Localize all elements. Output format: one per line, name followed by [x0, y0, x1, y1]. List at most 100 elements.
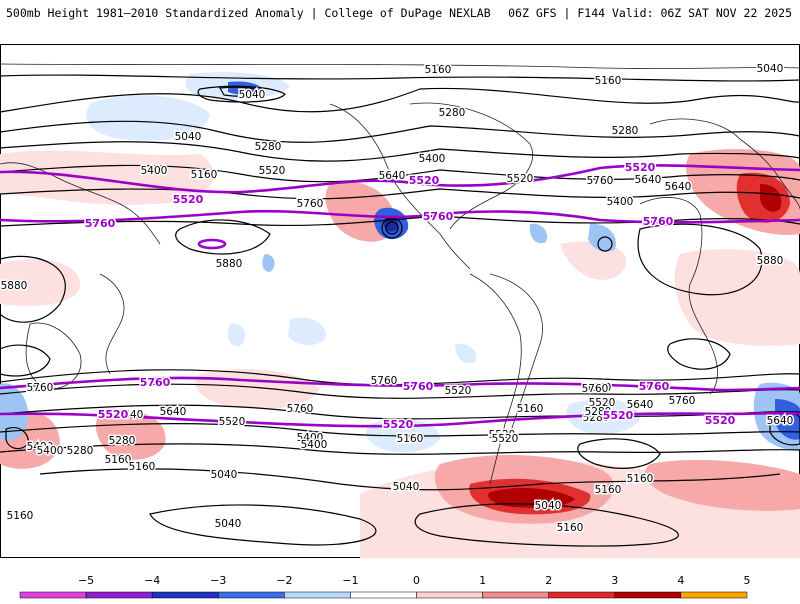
- contour-line: [0, 74, 800, 82]
- colorbar-segment: [85, 591, 153, 599]
- anomaly-colorbar: −5 −4 −3 −2 −1 0 1 2 3 4 5: [0, 570, 800, 600]
- highlight-contour-label: 5760: [85, 217, 116, 230]
- contour-label: 5520: [259, 165, 286, 177]
- contour-label: 5280: [585, 406, 612, 418]
- contour-label: 5160: [627, 473, 654, 485]
- contour-label: 5040: [392, 481, 419, 493]
- highlight-contour-label: 5520: [383, 418, 414, 431]
- contour-label: 5760: [371, 375, 398, 387]
- contour-line: [637, 223, 763, 296]
- colorbar-segment: [350, 591, 417, 599]
- contour-label: 5520: [492, 432, 519, 444]
- colorbar-segment: [482, 591, 549, 599]
- contour-label: 5760: [582, 383, 609, 395]
- contour-line: [5, 427, 29, 450]
- coastlines: [0, 63, 800, 485]
- australia-coast: [25, 322, 82, 390]
- contour-line: [175, 219, 271, 255]
- anomaly-negative-area: [529, 223, 548, 244]
- colorbar-segment: [19, 591, 87, 599]
- contour-label: 5160: [397, 433, 424, 445]
- contour-label: 5760: [669, 395, 696, 407]
- contour-label: 5280: [583, 412, 610, 424]
- colorbar-tick-label: 1: [479, 574, 486, 587]
- model-run-info: 06Z GFS | F144 Valid: 06Z SAT NOV 22 202…: [508, 6, 792, 20]
- south-america-coast: [469, 273, 522, 485]
- contour-line: [0, 369, 800, 386]
- contour-label: 5640: [117, 409, 144, 421]
- highlight-contour-label: 5760: [423, 210, 454, 223]
- contour-label: 5640: [627, 399, 654, 411]
- anomaly-positive-area: [760, 184, 782, 212]
- map-canvas: 5160 5040 5160 5040 5280 5040 5280 5160 5400 5520…: [0, 44, 800, 558]
- contour-label: 5040: [175, 131, 202, 143]
- colorbar-tick-label: −3: [210, 574, 226, 587]
- contour-line: [0, 87, 800, 113]
- contour-label: 5880: [1, 280, 28, 292]
- colorbar-tick-label: 5: [743, 574, 750, 587]
- contour-label: 5880: [757, 255, 784, 267]
- colorbar-ticks: −5 −4 −3 −2 −1 0 1 2 3 4 5: [78, 574, 750, 587]
- colorbar-tick-label: 4: [677, 574, 684, 587]
- highlight-contour-label: 5520: [98, 408, 129, 421]
- contour-label: 5640: [767, 415, 794, 427]
- highlight-contour-label: 5760: [643, 215, 674, 228]
- anomaly-negative-area: [455, 343, 477, 364]
- contour-label: 5400: [297, 432, 324, 444]
- contour-label: 5160: [7, 510, 34, 522]
- contour-line: [0, 255, 66, 323]
- contour-label: 5160: [595, 484, 622, 496]
- map-header: 500mb Height 1981–2010 Standardized Anom…: [0, 0, 800, 44]
- anomaly-positive-area: [488, 488, 575, 508]
- contour-label: 5760: [587, 175, 614, 187]
- contour-label: 5400: [419, 153, 446, 165]
- contour-label: 5400: [37, 445, 64, 457]
- colorbar-segment: [614, 591, 682, 599]
- contour-label: 5040: [239, 89, 266, 101]
- contour-label: 5160: [517, 403, 544, 415]
- contour-line: [0, 188, 800, 200]
- highlight-contour-label: 5520: [625, 161, 656, 174]
- height-contours: [0, 74, 800, 547]
- anomaly-positive-area: [95, 410, 166, 460]
- contour-line: [0, 423, 800, 437]
- contour-label: 5760: [27, 382, 54, 394]
- colorbar-tick-label: 2: [545, 574, 552, 587]
- colorbar-segments: [19, 591, 748, 599]
- contour-line: [39, 468, 781, 491]
- colorbar-segment: [548, 591, 616, 599]
- contour-label: 5040: [393, 481, 420, 493]
- contour-label: 5040: [215, 518, 242, 530]
- anomaly-negative-area: [288, 317, 326, 346]
- anomaly-negative-area: [262, 254, 275, 272]
- colorbar-segment: [680, 591, 748, 599]
- contour-label: 5040: [211, 469, 238, 481]
- highlight-contour-labels: 5520 5520 5520 5520 5760 5760 5760 5760 5760 5760…: [83, 160, 737, 433]
- contour-line: [597, 236, 613, 252]
- highlight-contour-label: 5760: [639, 380, 670, 393]
- north-america-east-coast: [409, 102, 533, 230]
- colorbar-tick-label: 0: [413, 574, 420, 587]
- contour-label: 5640: [379, 170, 406, 182]
- contour-5880-closed: [197, 238, 227, 250]
- contour-label: 5520: [507, 173, 534, 185]
- contour-label: 5160: [191, 169, 218, 181]
- contour-5760-north: [0, 209, 800, 224]
- map-panel: 5160 5040 5160 5040 5280 5040 5280 5160 5400 5520…: [0, 44, 800, 558]
- contour-label: 5520: [489, 429, 516, 441]
- colorbar-tick-label: −1: [342, 574, 358, 587]
- contour-label: 5280: [612, 125, 639, 137]
- contour-line: [0, 344, 51, 377]
- contour-label: 5160: [595, 75, 622, 87]
- contour-label: 5760: [297, 198, 324, 210]
- contour-label: 5160: [129, 461, 156, 473]
- contour-label: 5640: [635, 174, 662, 186]
- africa-coast: [639, 197, 718, 395]
- colorbar-segment: [416, 591, 483, 599]
- contour-label: 5400: [141, 165, 168, 177]
- contour-label: 5160: [105, 454, 132, 466]
- contour-label: 5400: [607, 196, 634, 208]
- highlight-contour-label: 5520: [603, 409, 634, 422]
- highlight-contour-label: 5520: [705, 414, 736, 427]
- colorbar-tick-label: −5: [78, 574, 94, 587]
